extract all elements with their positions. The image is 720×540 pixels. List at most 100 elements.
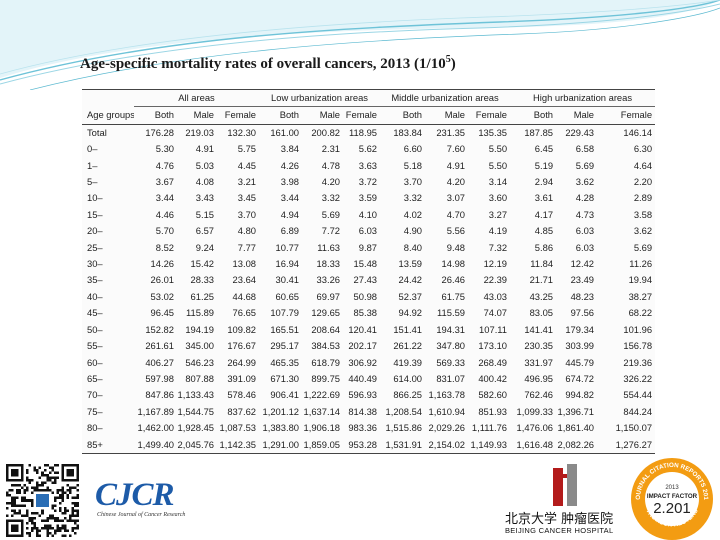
rate-cell: 1,544.75 (177, 405, 215, 417)
rate-cell: 906.41 (270, 389, 300, 401)
rate-cell: 3.45 (237, 192, 257, 204)
rate-cell: 4.91 (446, 159, 466, 171)
rate-cell: 4.78 (321, 159, 341, 171)
rate-cell: 5.03 (195, 159, 214, 171)
rate-cell: 445.79 (565, 356, 595, 368)
rate-cell: 132.30 (227, 126, 257, 138)
rate-cell: 3.70 (403, 176, 423, 188)
badge-value: 2.201 (653, 500, 691, 517)
hospital-name-chinese: 北京大学 肿瘤医院 (505, 512, 614, 527)
rate-cell: 1,222.69 (303, 389, 341, 401)
rate-cell: 326.22 (623, 372, 653, 384)
rate-cell: 2.89 (633, 192, 653, 204)
rate-cell: 3.72 (358, 176, 378, 188)
rate-cell: 4.45 (237, 159, 257, 171)
rate-cell: 107.11 (479, 323, 508, 335)
rate-cell: 60.65 (275, 290, 300, 302)
rate-cell: 4.02 (403, 208, 423, 220)
rate-cell: 43.03 (483, 290, 508, 302)
impact-factor-badge: JOURNAL CITATION REPORTS 2014 THOMSON RE… (630, 457, 713, 540)
rate-cell: 3.44 (280, 192, 300, 204)
age-group-cell: 10– (87, 192, 103, 204)
rate-cell: 10.77 (275, 241, 300, 253)
rate-cell: 5.62 (358, 143, 378, 155)
rate-cell: 3.32 (321, 192, 341, 204)
rate-cell: 261.22 (393, 340, 423, 352)
rate-cell: 1,396.71 (557, 405, 595, 417)
rate-cell: 306.92 (348, 356, 378, 368)
rate-cell: 3.62 (575, 176, 595, 188)
age-group-cell: 1– (87, 159, 98, 171)
rate-cell: 208.64 (311, 323, 341, 335)
rate-cell: 1,149.93 (468, 436, 511, 454)
table-row: 30– 14.26 15.42 13.08 16.94 18.33 15.48 13.59 14… (82, 256, 655, 272)
rate-cell: 2,154.02 (425, 436, 469, 454)
rate-cell: 26.46 (441, 274, 466, 286)
rate-cell: 152.82 (145, 323, 174, 335)
rate-cell: 14.26 (150, 258, 174, 270)
rate-cell: 6.03 (575, 241, 595, 253)
rate-cell: 4.76 (155, 159, 174, 171)
rate-cell: 261.61 (145, 340, 174, 352)
rate-cell: 23.49 (570, 274, 595, 286)
rate-cell: 6.45 (534, 143, 554, 155)
rate-cell: 596.93 (348, 389, 378, 401)
rate-cell: 2,082.26 (556, 436, 598, 454)
rate-cell: 13.08 (232, 258, 257, 270)
rate-cell: 4.20 (321, 176, 341, 188)
rate-cell: 1,133.43 (177, 389, 215, 401)
age-group-cell: 50– (87, 323, 103, 335)
rate-cell: 3.67 (155, 176, 174, 188)
header-swoosh-decoration (0, 0, 720, 90)
rate-cell: 151.41 (393, 323, 423, 335)
qr-code-image (6, 464, 79, 537)
rate-cell: 2,029.26 (428, 422, 466, 434)
rate-cell: 5.50 (488, 159, 508, 171)
rate-cell: 384.53 (311, 340, 341, 352)
rate-cell: 1,531.91 (380, 436, 426, 454)
rate-cell: 671.30 (270, 372, 300, 384)
rate-cell: 146.14 (623, 126, 653, 138)
badge-label: IMPACT FACTOR (647, 493, 698, 500)
subheader-high-male: Male (556, 106, 598, 125)
rate-cell: 6.30 (633, 143, 653, 155)
table-row: 65– 597.98 807.88 391.09 671.30 899.75 440.49 6… (82, 371, 655, 387)
rate-cell: 115.59 (437, 307, 466, 319)
rate-cell: 5.69 (575, 159, 595, 171)
rate-cell: 406.27 (145, 356, 174, 368)
slide-title-superscript: 5 (445, 54, 451, 65)
rate-cell: 15.42 (190, 258, 214, 270)
rate-cell: 618.79 (311, 356, 341, 368)
mortality-table: Age groups All areas Low urbanization ar… (82, 88, 656, 454)
table-row: 45– 96.45 115.89 76.65 107.79 129.65 85.38 94.9… (82, 305, 655, 321)
rate-cell: 61.75 (441, 290, 466, 302)
rate-cell: 1,861.40 (557, 422, 595, 434)
rate-cell: 1,610.94 (428, 405, 466, 417)
rate-cell: 3.59 (358, 192, 378, 204)
rate-cell: 19.94 (628, 274, 653, 286)
rate-cell: 7.32 (488, 241, 508, 253)
rate-cell: 4.17 (534, 208, 554, 220)
rate-cell: 27.43 (353, 274, 378, 286)
subheader-all-male: Male (177, 106, 217, 125)
rate-cell: 194.31 (436, 323, 466, 335)
group-header-all-areas: All areas (134, 88, 260, 108)
age-group-cell: 35– (87, 274, 103, 286)
rate-cell: 53.02 (150, 290, 174, 302)
rate-cell: 5.86 (534, 241, 554, 253)
rate-cell: 674.72 (565, 372, 595, 384)
rate-cell: 83.05 (529, 307, 554, 319)
rate-cell: 1,462.00 (137, 422, 175, 434)
table-row: 55– 261.61 345.00 176.67 295.17 384.53 202.17 2… (82, 338, 655, 354)
rate-cell: 135.35 (478, 126, 508, 138)
rate-cell: 44.68 (232, 290, 257, 302)
table-row: 20– 5.70 6.57 4.80 6.89 7.72 6.03 4.90 5.56 4.19 4… (82, 223, 655, 239)
rate-cell: 194.19 (185, 323, 214, 335)
rate-cell: 11.63 (317, 241, 341, 253)
subheader-middle-both: Both (380, 106, 426, 125)
age-group-cell: 80– (87, 422, 103, 434)
age-group-cell: 75– (87, 405, 103, 417)
subheader-low-male: Male (302, 106, 344, 125)
rate-cell: 2.31 (321, 143, 341, 155)
rate-cell: 3.60 (488, 192, 508, 204)
